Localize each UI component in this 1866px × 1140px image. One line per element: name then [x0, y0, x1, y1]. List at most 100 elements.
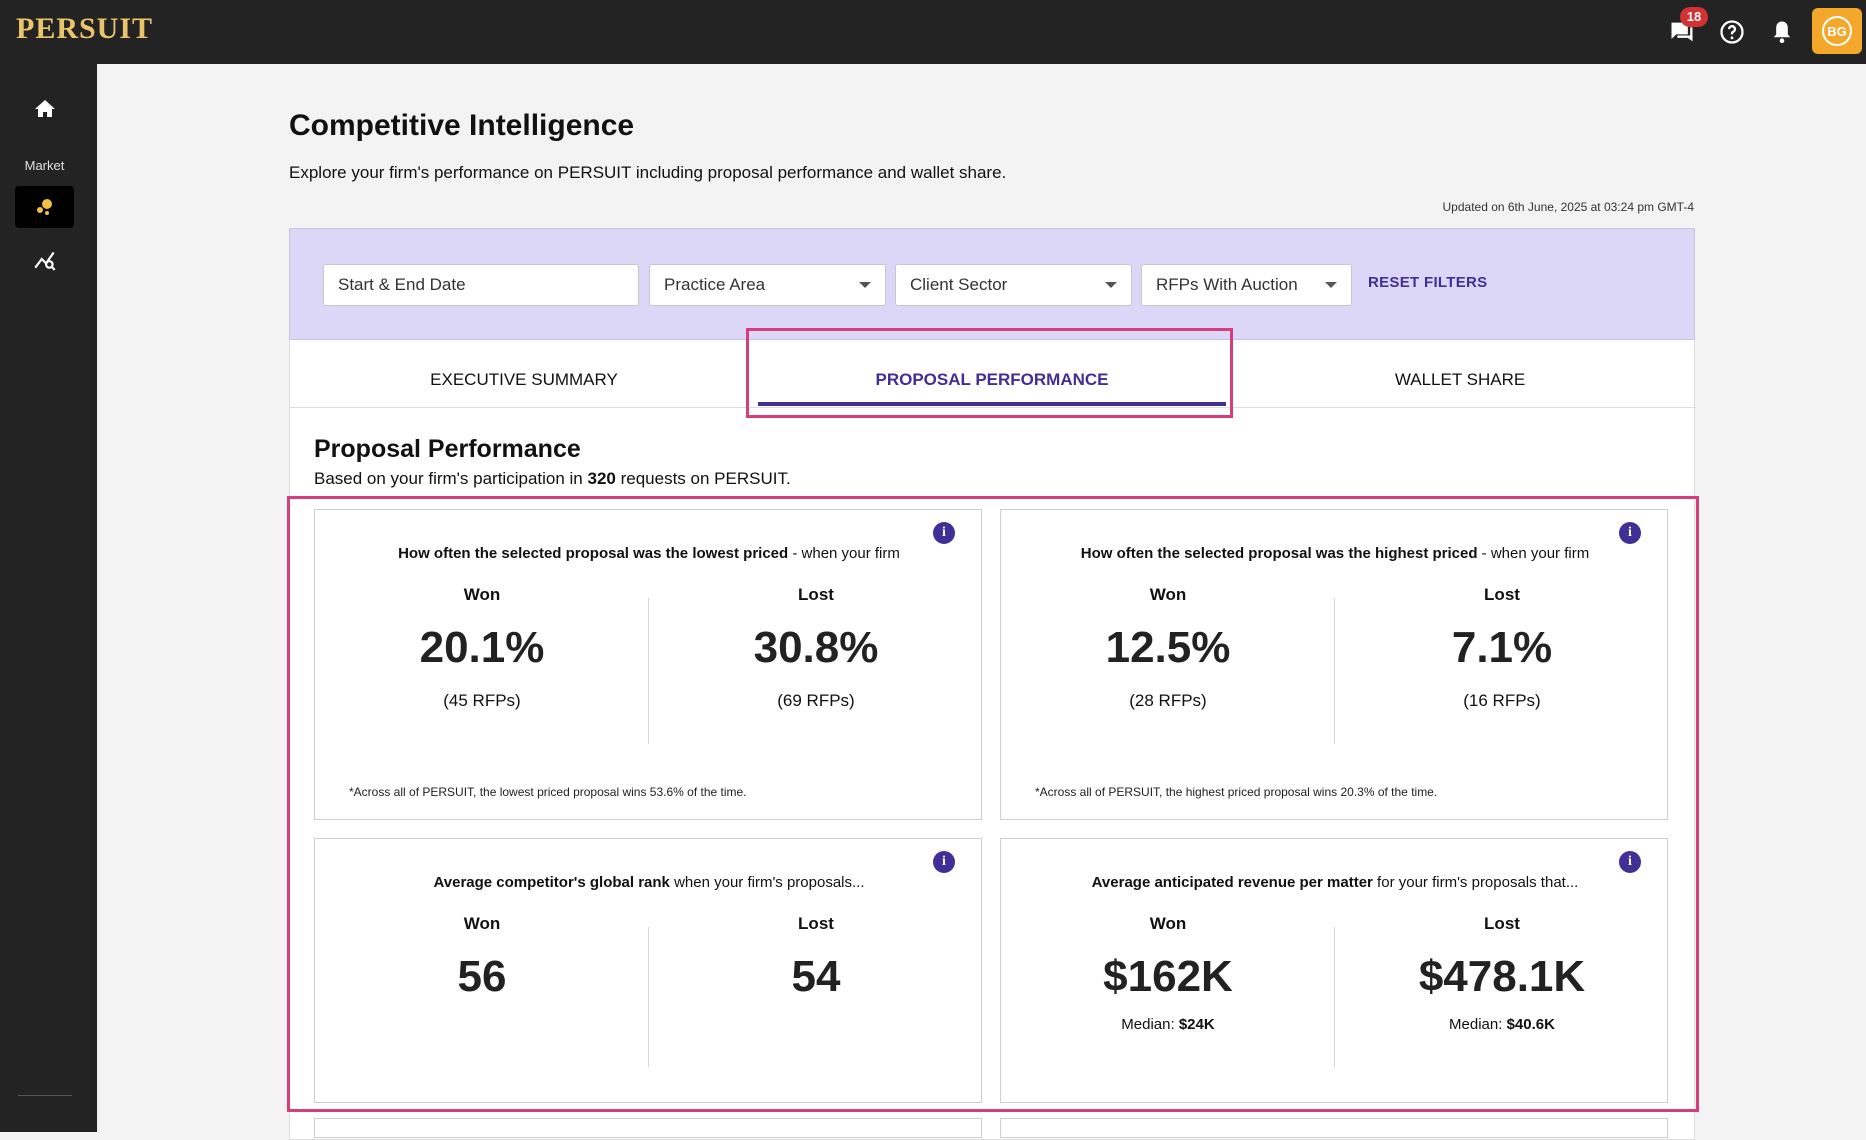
- median-value: $40.6K: [1506, 1016, 1555, 1033]
- page-subtitle: Explore your firm's performance on PERSU…: [289, 163, 1007, 182]
- lost-column: Lost 30.8% (69 RFPs): [649, 585, 983, 711]
- card-competitor-rank: i Average competitor's global rank when …: [314, 838, 982, 1103]
- card-question: Average competitor's global rank when yo…: [315, 874, 983, 891]
- column-divider: [648, 598, 649, 744]
- lost-value: $478.1K: [1418, 952, 1586, 1001]
- lost-label: Lost: [798, 914, 834, 933]
- card-footnote: *Across all of PERSUIT, the lowest price…: [349, 785, 747, 799]
- date-range-input[interactable]: Start & End Date: [323, 264, 639, 306]
- won-value: 56: [457, 952, 507, 1001]
- won-label: Won: [1149, 914, 1187, 933]
- lost-rfp-count: (69 RFPs): [777, 691, 855, 710]
- request-count: 320: [587, 469, 616, 488]
- card-question: How often the selected proposal was the …: [1001, 545, 1669, 562]
- sidebar-item-market[interactable]: [15, 186, 74, 228]
- rfps-auction-label: RFPs With Auction: [1156, 275, 1298, 294]
- won-column: Won 56: [315, 914, 649, 1002]
- won-value: 12.5%: [1105, 623, 1231, 672]
- median-value: $24K: [1178, 1016, 1215, 1033]
- home-icon: [34, 100, 55, 117]
- info-icon[interactable]: i: [1619, 522, 1641, 544]
- lost-value: 30.8%: [753, 623, 879, 672]
- highlight-box-cards: [287, 496, 1699, 1112]
- tab-wallet-share[interactable]: WALLET SHARE: [1394, 370, 1526, 389]
- practice-area-label: Practice Area: [664, 275, 766, 294]
- active-tab-indicator: [758, 402, 1226, 406]
- rfps-auction-select[interactable]: RFPs With Auction: [1141, 264, 1352, 306]
- practice-area-select[interactable]: Practice Area: [649, 264, 886, 306]
- won-value: 20.1%: [419, 623, 545, 672]
- help-icon[interactable]: [1718, 18, 1746, 46]
- won-column: Won 12.5% (28 RFPs): [1001, 585, 1335, 711]
- card-question-rest: for your firm's proposals that...: [1372, 874, 1579, 891]
- won-label: Won: [463, 914, 501, 933]
- section-subtitle: Based on your firm's participation in 32…: [314, 469, 791, 489]
- filter-bar: Start & End Date Practice Area Client Se…: [289, 228, 1695, 340]
- tab-bar: EXECUTIVE SUMMARY PROPOSAL PERFORMANCE W…: [290, 340, 1696, 408]
- chevron-down-icon: [859, 282, 871, 288]
- tab-proposal-performance[interactable]: PROPOSAL PERFORMANCE: [875, 370, 1109, 389]
- sidebar-item-home[interactable]: [15, 88, 74, 130]
- card-lowest-priced: i How often the selected proposal was th…: [314, 509, 982, 820]
- section-subtitle-suffix: requests on PERSUIT.: [615, 469, 791, 488]
- lost-rfp-count: (16 RFPs): [1463, 691, 1541, 710]
- lost-column: Lost $478.1K Median: $40.6K: [1335, 914, 1669, 1033]
- card-anticipated-revenue: i Average anticipated revenue per matter…: [1000, 838, 1668, 1103]
- column-divider: [648, 927, 649, 1067]
- won-median: Median: $24K: [1001, 1016, 1335, 1033]
- persuit-logo[interactable]: PERSUIT: [16, 12, 154, 45]
- won-column: Won $162K Median: $24K: [1001, 914, 1335, 1033]
- chat-icon[interactable]: [1668, 18, 1696, 46]
- info-icon[interactable]: i: [1619, 851, 1641, 873]
- median-label: Median:: [1121, 1016, 1179, 1033]
- card-question-rest: - when your firm: [788, 545, 900, 562]
- card-footnote: *Across all of PERSUIT, the highest pric…: [1035, 785, 1438, 799]
- chevron-down-icon: [1105, 282, 1117, 288]
- top-bar: PERSUIT 18 BG: [0, 0, 1866, 64]
- section-title: Proposal Performance: [314, 435, 581, 463]
- won-value: $162K: [1103, 952, 1233, 1001]
- chat-badge: 18: [1680, 7, 1708, 27]
- won-label: Won: [463, 585, 501, 604]
- card-question-bold: Average competitor's global rank: [433, 874, 670, 891]
- sidebar-label-market: Market: [24, 158, 65, 173]
- sidebar-divider: [18, 1095, 72, 1096]
- sidebar-item-analytics[interactable]: [15, 238, 74, 280]
- market-icon: [36, 199, 52, 215]
- lost-label: Lost: [1484, 914, 1520, 933]
- client-sector-label: Client Sector: [910, 275, 1008, 294]
- card-question: How often the selected proposal was the …: [315, 545, 983, 562]
- date-range-placeholder: Start & End Date: [338, 275, 466, 294]
- info-icon[interactable]: i: [933, 851, 955, 873]
- reset-filters-button[interactable]: RESET FILTERS: [1368, 274, 1488, 291]
- lost-label: Lost: [798, 585, 834, 604]
- won-rfp-count: (45 RFPs): [443, 691, 521, 710]
- card-question-bold: Average anticipated revenue per matter: [1091, 874, 1373, 891]
- section-subtitle-prefix: Based on your firm's participation in: [314, 469, 588, 488]
- highlight-box-tab: [746, 328, 1233, 418]
- card-question: Average anticipated revenue per matter f…: [1001, 874, 1669, 891]
- user-avatar[interactable]: BG: [1812, 8, 1862, 54]
- won-rfp-count: (28 RFPs): [1129, 691, 1207, 710]
- lost-median: Median: $40.6K: [1335, 1016, 1669, 1033]
- client-sector-select[interactable]: Client Sector: [895, 264, 1132, 306]
- lost-column: Lost 54: [649, 914, 983, 1002]
- info-icon[interactable]: i: [933, 522, 955, 544]
- median-label: Median:: [1449, 1016, 1507, 1033]
- sidebar: Market: [0, 64, 97, 1132]
- bell-icon[interactable]: [1768, 18, 1796, 46]
- card-partial: [1000, 1118, 1668, 1138]
- lost-label: Lost: [1484, 585, 1520, 604]
- column-divider: [1334, 927, 1335, 1067]
- lost-column: Lost 7.1% (16 RFPs): [1335, 585, 1669, 711]
- card-question-rest: - when your firm: [1477, 545, 1590, 562]
- analytics-icon: [33, 251, 56, 271]
- card-question-rest: when your firm's proposals...: [669, 874, 865, 891]
- card-question-bold: How often the selected proposal was the …: [1080, 545, 1478, 562]
- tab-executive-summary[interactable]: EXECUTIVE SUMMARY: [430, 370, 618, 389]
- card-highest-priced: i How often the selected proposal was th…: [1000, 509, 1668, 820]
- lost-value: 54: [791, 952, 841, 1001]
- chevron-down-icon: [1325, 282, 1337, 288]
- card-question-bold: How often the selected proposal was the …: [398, 545, 789, 562]
- page-title: Competitive Intelligence: [289, 109, 635, 142]
